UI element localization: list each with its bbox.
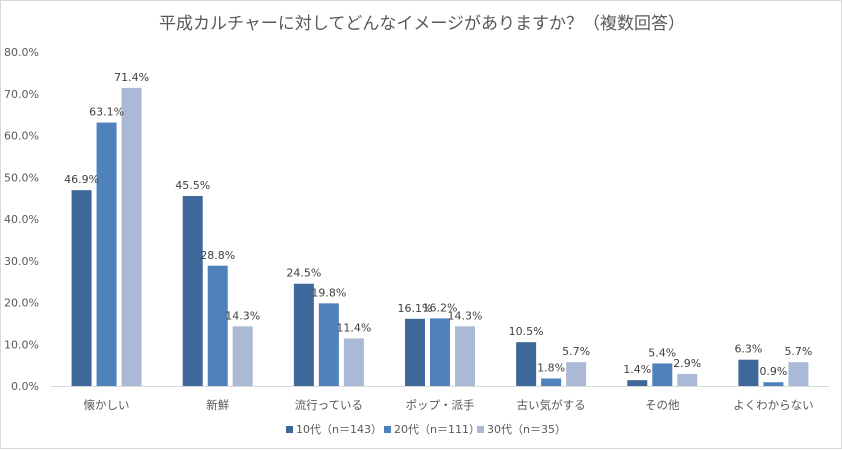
bar [677,373,698,386]
legend-swatch [384,426,391,433]
data-label: 28.8% [200,249,235,262]
bar [516,342,537,386]
data-label: 0.9% [759,365,787,378]
data-label: 46.9% [64,173,99,186]
data-label: 5.7% [784,345,812,358]
y-tick-label: 80.0% [4,46,39,59]
data-label: 45.5% [175,179,210,192]
bar [318,303,339,386]
data-label: 16.2% [423,301,458,314]
data-label: 10.5% [509,325,544,338]
data-labels: 46.9% 63.1% 71.4% 45.5% 28.8% 14.3% 24.5% 19.8%… [64,71,812,378]
data-label: 1.8% [537,361,565,374]
y-tick-label: 30.0% [4,255,39,268]
data-label: 6.3% [734,343,762,356]
bar [652,363,673,386]
x-tick-label: よくわからない [733,398,814,412]
bar [207,265,228,386]
bar [293,283,314,386]
x-tick-label: 新鮮 [206,398,229,412]
data-label: 5.7% [562,345,590,358]
legend-swatch [477,426,484,433]
legend-label: 30代（n＝35） [487,423,566,436]
bar [121,87,142,386]
bar [343,338,364,386]
data-label: 19.8% [311,286,346,299]
y-tick-label: 10.0% [4,338,39,351]
bar [71,190,92,386]
data-label: 5.4% [648,346,676,359]
y-tick-label: 40.0% [4,213,39,226]
bar [96,122,117,387]
bar [430,318,450,386]
x-tick-label: その他 [645,398,680,412]
data-label: 14.3% [225,309,260,322]
y-axis: 0.0% 10.0% 20.0% 30.0% 40.0% 50.0% 60.0% 70.0% 8… [4,46,39,393]
y-tick-label: 50.0% [4,171,39,184]
data-label: 14.3% [448,309,483,322]
data-label: 1.4% [623,363,651,376]
legend-label: 20代（n＝111） [394,423,480,436]
x-tick-label: 流行っている [295,398,363,412]
bar [627,380,648,386]
data-label: 2.9% [673,357,701,370]
legend-swatch [286,426,293,433]
bar [566,362,587,386]
bar [788,362,809,386]
data-label: 16.1% [398,302,433,315]
bar [232,326,253,386]
x-tick-label: 懐かしい [84,398,130,412]
y-tick-label: 70.0% [4,88,39,101]
bar [182,196,203,386]
bar [405,318,425,386]
bars [71,87,809,387]
y-tick-label: 0.0% [11,380,39,393]
bar [455,326,475,386]
x-axis: 懐かしい 新鮮 流行っている ポップ・派手 古い気がする その他 よくわからない [84,398,814,412]
data-label: 11.4% [336,321,371,334]
data-label: 71.4% [114,71,149,84]
bar [541,378,562,386]
y-tick-label: 20.0% [4,297,39,310]
x-tick-label: 古い気がする [517,398,586,412]
legend: 10代（n＝143） 20代（n＝111） 30代（n＝35） [286,423,566,436]
legend-label: 10代（n＝143） [296,423,382,436]
bar [763,382,784,386]
chart-title: 平成カルチャーに対してどんなイメージがありますか？（複数回答） [159,14,685,34]
data-label: 63.1% [89,106,124,119]
y-tick-label: 60.0% [4,130,39,143]
bar [738,359,759,386]
data-label: 24.5% [286,267,321,280]
x-tick-label: ポップ・派手 [406,398,475,412]
